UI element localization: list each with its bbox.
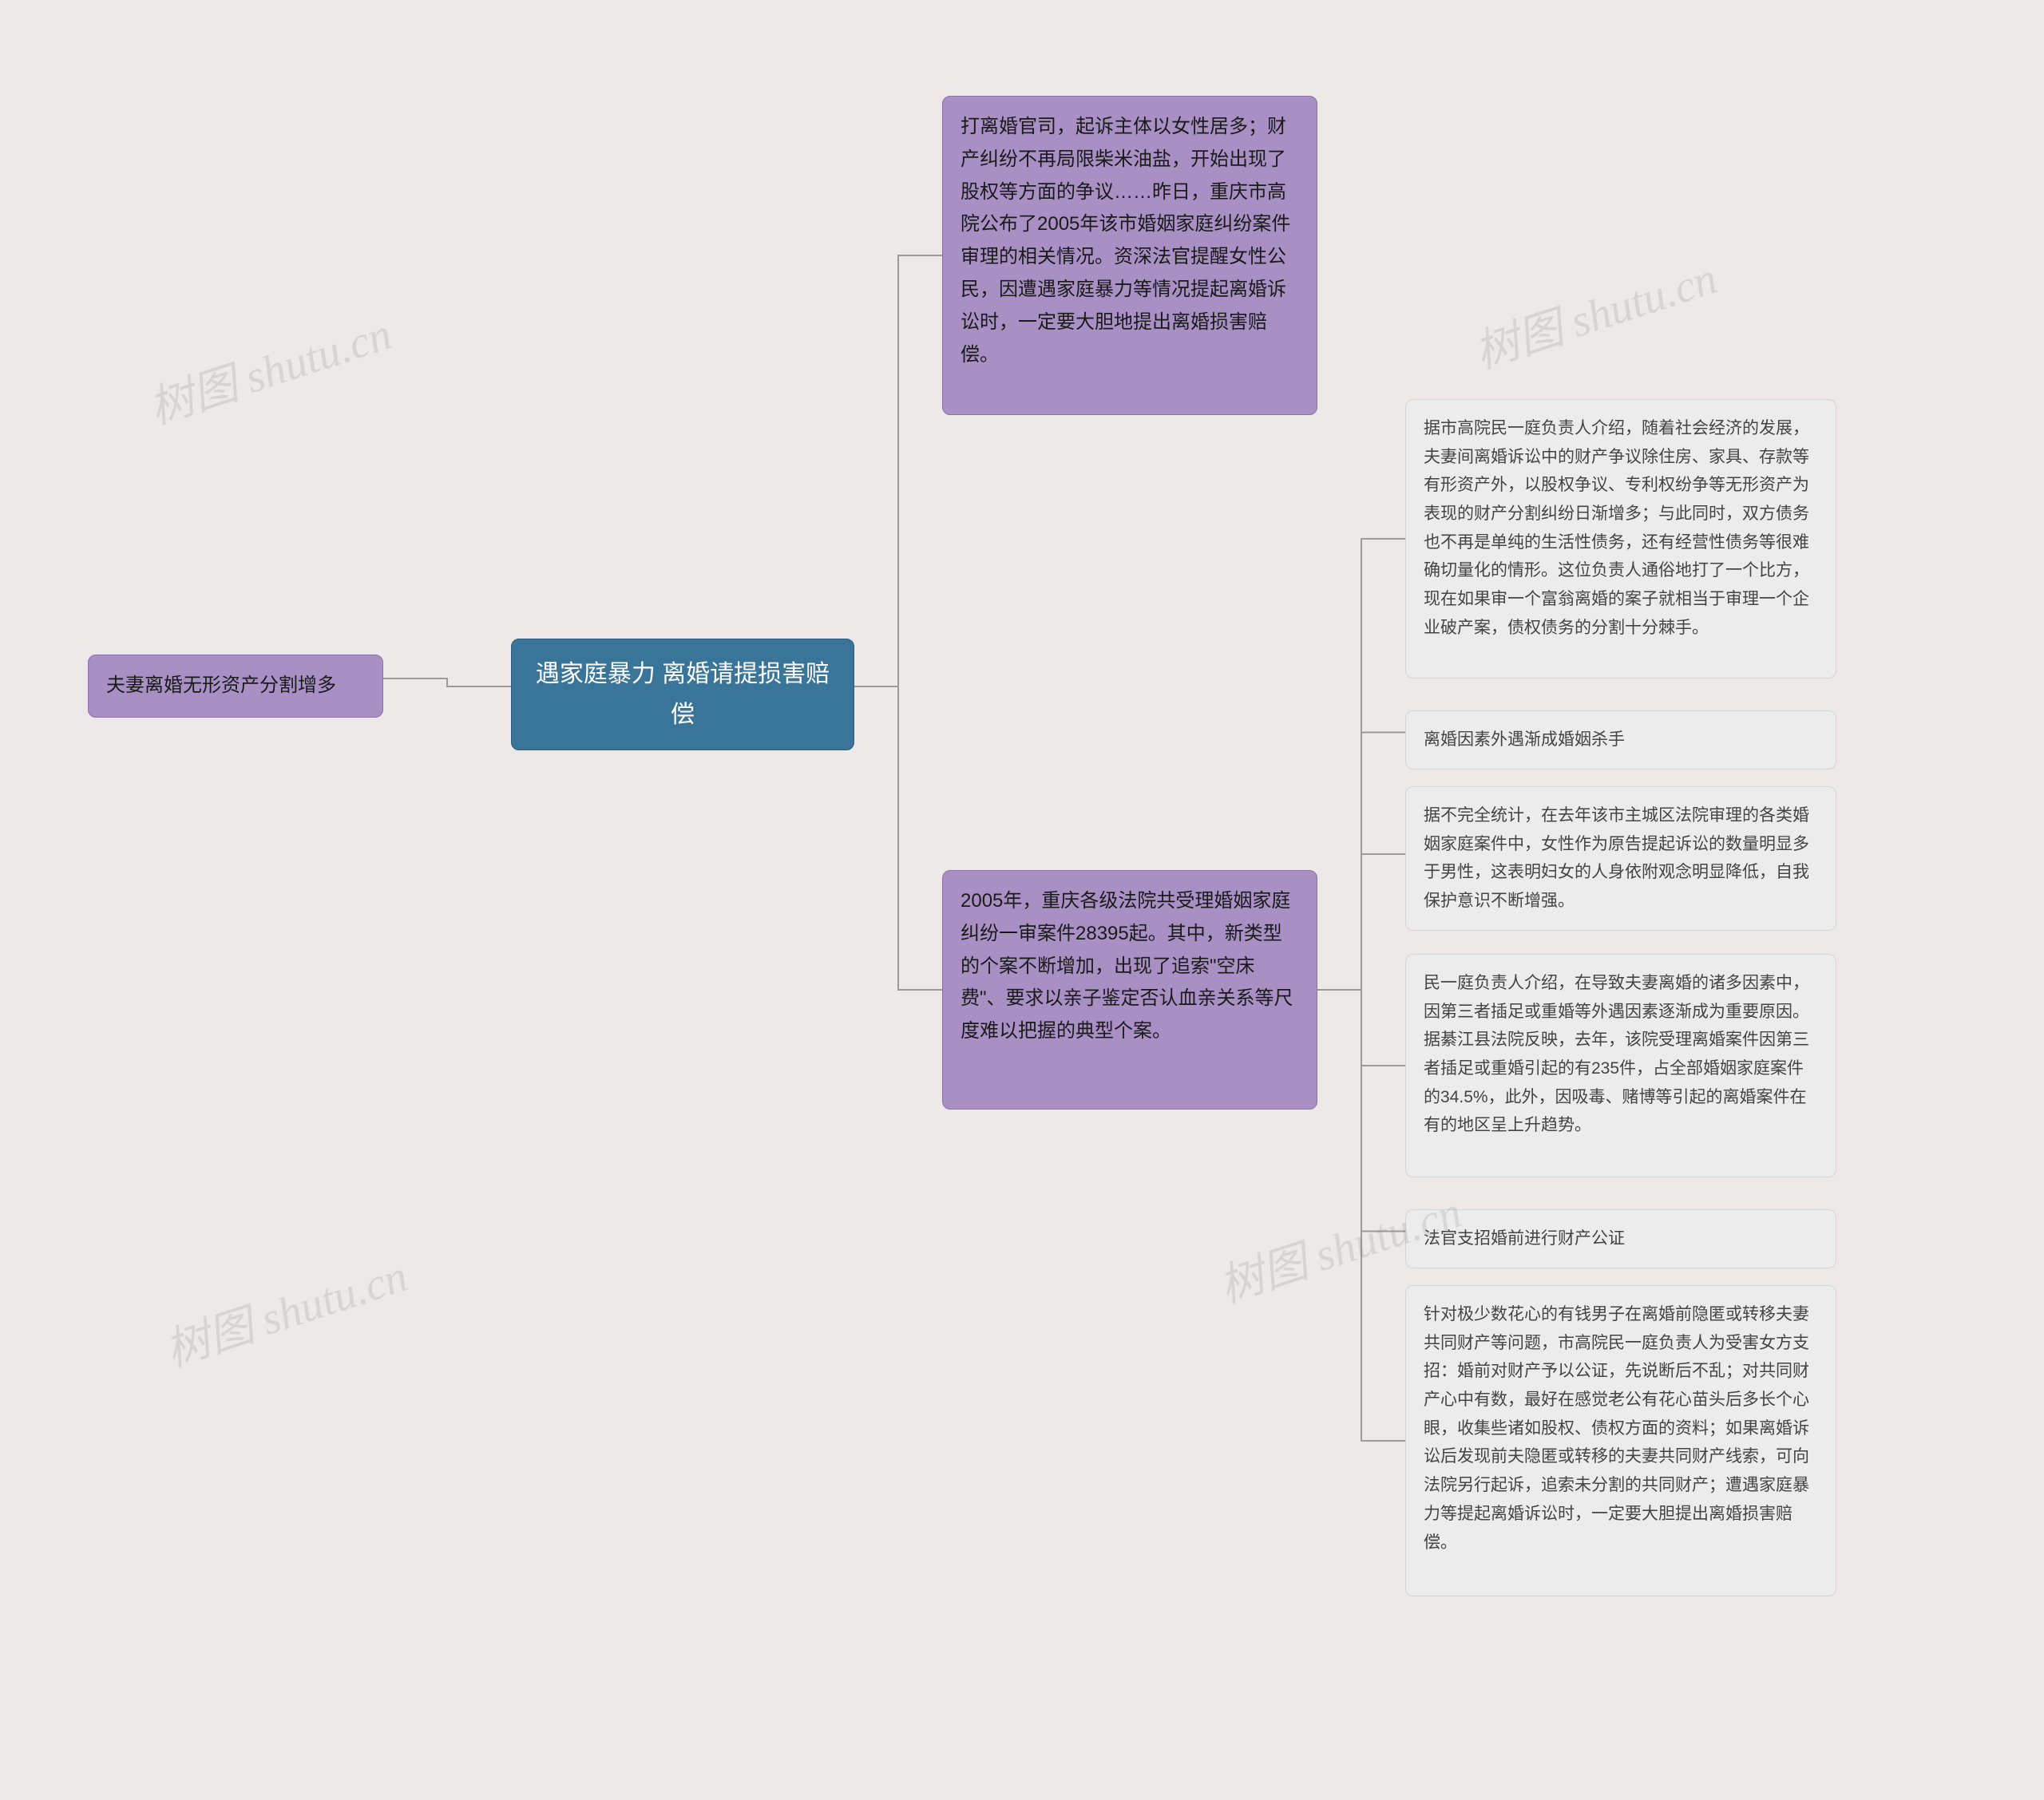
leaf-1-label: 据市高院民一庭负责人介绍，随着社会经济的发展，夫妻间离婚诉讼中的财产争议除住房、… xyxy=(1424,419,1809,637)
mindmap-branch-1[interactable]: 打离婚官司，起诉主体以女性居多；财产纠纷不再局限柴米油盐，开始出现了股权等方面的… xyxy=(942,96,1317,415)
leaf-2-label: 离婚因素外遇渐成婚姻杀手 xyxy=(1424,730,1625,749)
mindmap-leaf-4[interactable]: 民一庭负责人介绍，在导致夫妻离婚的诸多因素中，因第三者插足或重婚等外遇因素逐渐成… xyxy=(1405,954,1836,1177)
leaf-3-label: 据不完全统计，在去年该市主城区法院审理的各类婚姻家庭案件中，女性作为原告提起诉讼… xyxy=(1424,806,1809,910)
watermark: 树图 shutu.cn xyxy=(1465,242,1724,381)
leaf-5-label: 法官支招婚前进行财产公证 xyxy=(1424,1229,1625,1248)
watermark: 树图 shutu.cn xyxy=(156,1240,414,1379)
mindmap-left-node[interactable]: 夫妻离婚无形资产分割增多 xyxy=(88,655,383,718)
leaf-4-label: 民一庭负责人介绍，在导致夫妻离婚的诸多因素中，因第三者插足或重婚等外遇因素逐渐成… xyxy=(1424,974,1809,1134)
branch-2-label: 2005年，重庆各级法院共受理婚姻家庭纠纷一审案件28395起。其中，新类型的个… xyxy=(961,890,1293,1042)
mindmap-branch-2[interactable]: 2005年，重庆各级法院共受理婚姻家庭纠纷一审案件28395起。其中，新类型的个… xyxy=(942,870,1317,1110)
watermark: 树图 shutu.cn xyxy=(140,298,398,437)
leaf-6-label: 针对极少数花心的有钱男子在离婚前隐匿或转移夫妻共同财产等问题，市高院民一庭负责人… xyxy=(1424,1305,1809,1552)
mindmap-root[interactable]: 遇家庭暴力 离婚请提损害赔偿 xyxy=(511,639,854,750)
mindmap-leaf-5[interactable]: 法官支招婚前进行财产公证 xyxy=(1405,1209,1836,1268)
mindmap-leaf-2[interactable]: 离婚因素外遇渐成婚姻杀手 xyxy=(1405,710,1836,769)
root-label: 遇家庭暴力 离婚请提损害赔偿 xyxy=(536,661,830,728)
mindmap-leaf-6[interactable]: 针对极少数花心的有钱男子在离婚前隐匿或转移夫妻共同财产等问题，市高院民一庭负责人… xyxy=(1405,1285,1836,1596)
branch-1-label: 打离婚官司，起诉主体以女性居多；财产纠纷不再局限柴米油盐，开始出现了股权等方面的… xyxy=(961,116,1290,366)
mindmap-leaf-3[interactable]: 据不完全统计，在去年该市主城区法院审理的各类婚姻家庭案件中，女性作为原告提起诉讼… xyxy=(1405,786,1836,931)
mindmap-leaf-1[interactable]: 据市高院民一庭负责人介绍，随着社会经济的发展，夫妻间离婚诉讼中的财产争议除住房、… xyxy=(1405,399,1836,678)
left-node-label: 夫妻离婚无形资产分割增多 xyxy=(106,675,336,696)
